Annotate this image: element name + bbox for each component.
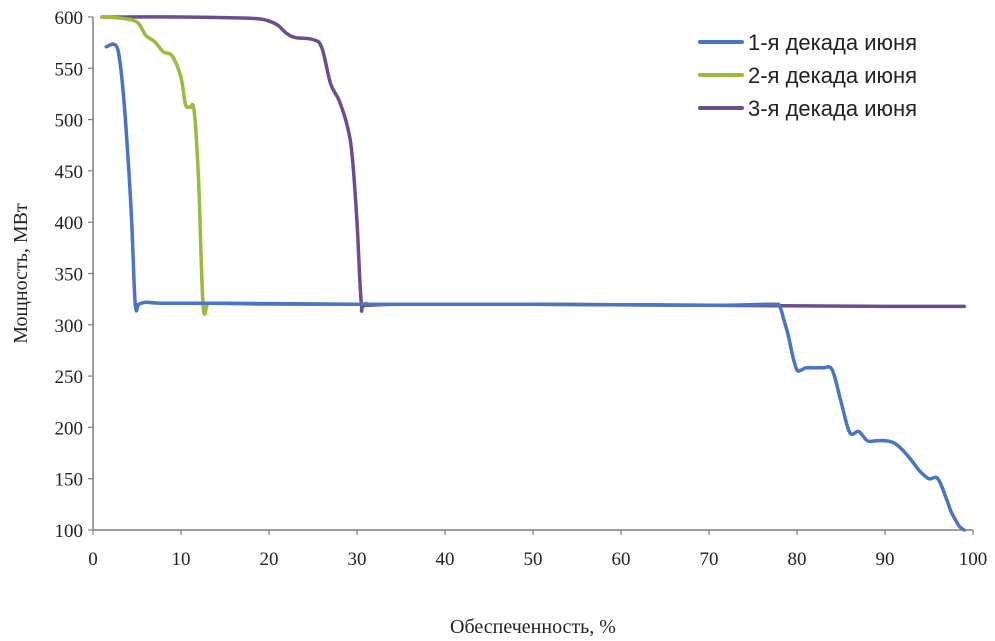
y-axis-tick-labels: 100 150 200 250 300 350 400 450 500 550 600 [55,8,84,542]
x-tick-label: 20 [260,549,279,570]
x-tick-label: 50 [524,549,543,570]
y-tick-label: 400 [55,213,84,234]
y-axis-title: Мощность, МВт [10,203,32,344]
x-tick-label: 30 [348,549,367,570]
y-tick-label: 150 [55,470,84,491]
x-tick-label: 10 [172,549,191,570]
x-tick-label: 40 [436,549,455,570]
legend-label-2: 2-я декада июня [748,63,917,88]
series-line-2 [100,15,370,316]
y-tick-label: 350 [55,265,84,286]
y-tick-label: 100 [55,521,84,542]
y-tick-label: 250 [55,367,84,388]
x-tick-label: 60 [612,549,631,570]
x-axis-tick-labels: 0 10 20 30 40 50 60 70 80 90 100 [88,549,987,570]
y-tick-label: 300 [55,316,84,337]
series-lines [100,15,966,532]
series-line-3 [100,15,966,313]
legend-label-1: 1-я декада июня [748,30,917,55]
x-tick-label: 70 [700,549,719,570]
y-tick-label: 450 [55,162,84,183]
y-tick-label: 200 [55,418,84,439]
x-tick-label: 80 [788,549,807,570]
axes [88,16,974,535]
y-tick-label: 550 [55,59,84,80]
legend: 1-я декада июня 2-я декада июня 3-я декада… [698,30,917,121]
y-tick-label: 600 [55,8,84,29]
x-tick-label: 90 [876,549,895,570]
legend-label-3: 3-я декада июня [748,96,917,121]
x-axis-title: Обеспеченность, % [450,616,616,638]
y-tick-label: 500 [55,111,84,132]
x-tick-label: 0 [88,549,98,570]
x-tick-label: 100 [959,549,988,570]
series-line-1 [104,42,966,532]
